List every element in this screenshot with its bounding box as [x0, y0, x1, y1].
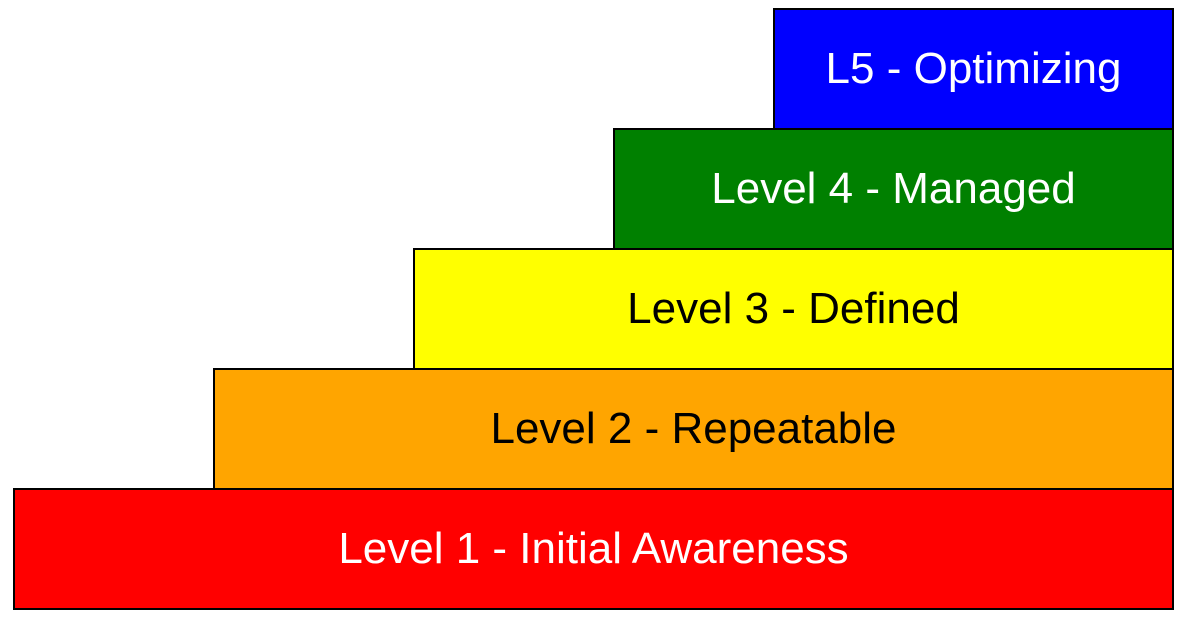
step-level-5: L5 - Optimizing	[773, 8, 1174, 130]
step-level-3-label: Level 3 - Defined	[627, 284, 960, 333]
step-level-5-label: L5 - Optimizing	[825, 44, 1122, 93]
step-level-4-label: Level 4 - Managed	[711, 164, 1076, 213]
step-level-3: Level 3 - Defined	[413, 248, 1174, 370]
step-level-4: Level 4 - Managed	[613, 128, 1174, 250]
step-level-1-label: Level 1 - Initial Awareness	[338, 524, 849, 573]
step-level-1: Level 1 - Initial Awareness	[13, 488, 1174, 610]
step-level-2: Level 2 - Repeatable	[213, 368, 1174, 490]
step-level-2-label: Level 2 - Repeatable	[490, 404, 897, 453]
